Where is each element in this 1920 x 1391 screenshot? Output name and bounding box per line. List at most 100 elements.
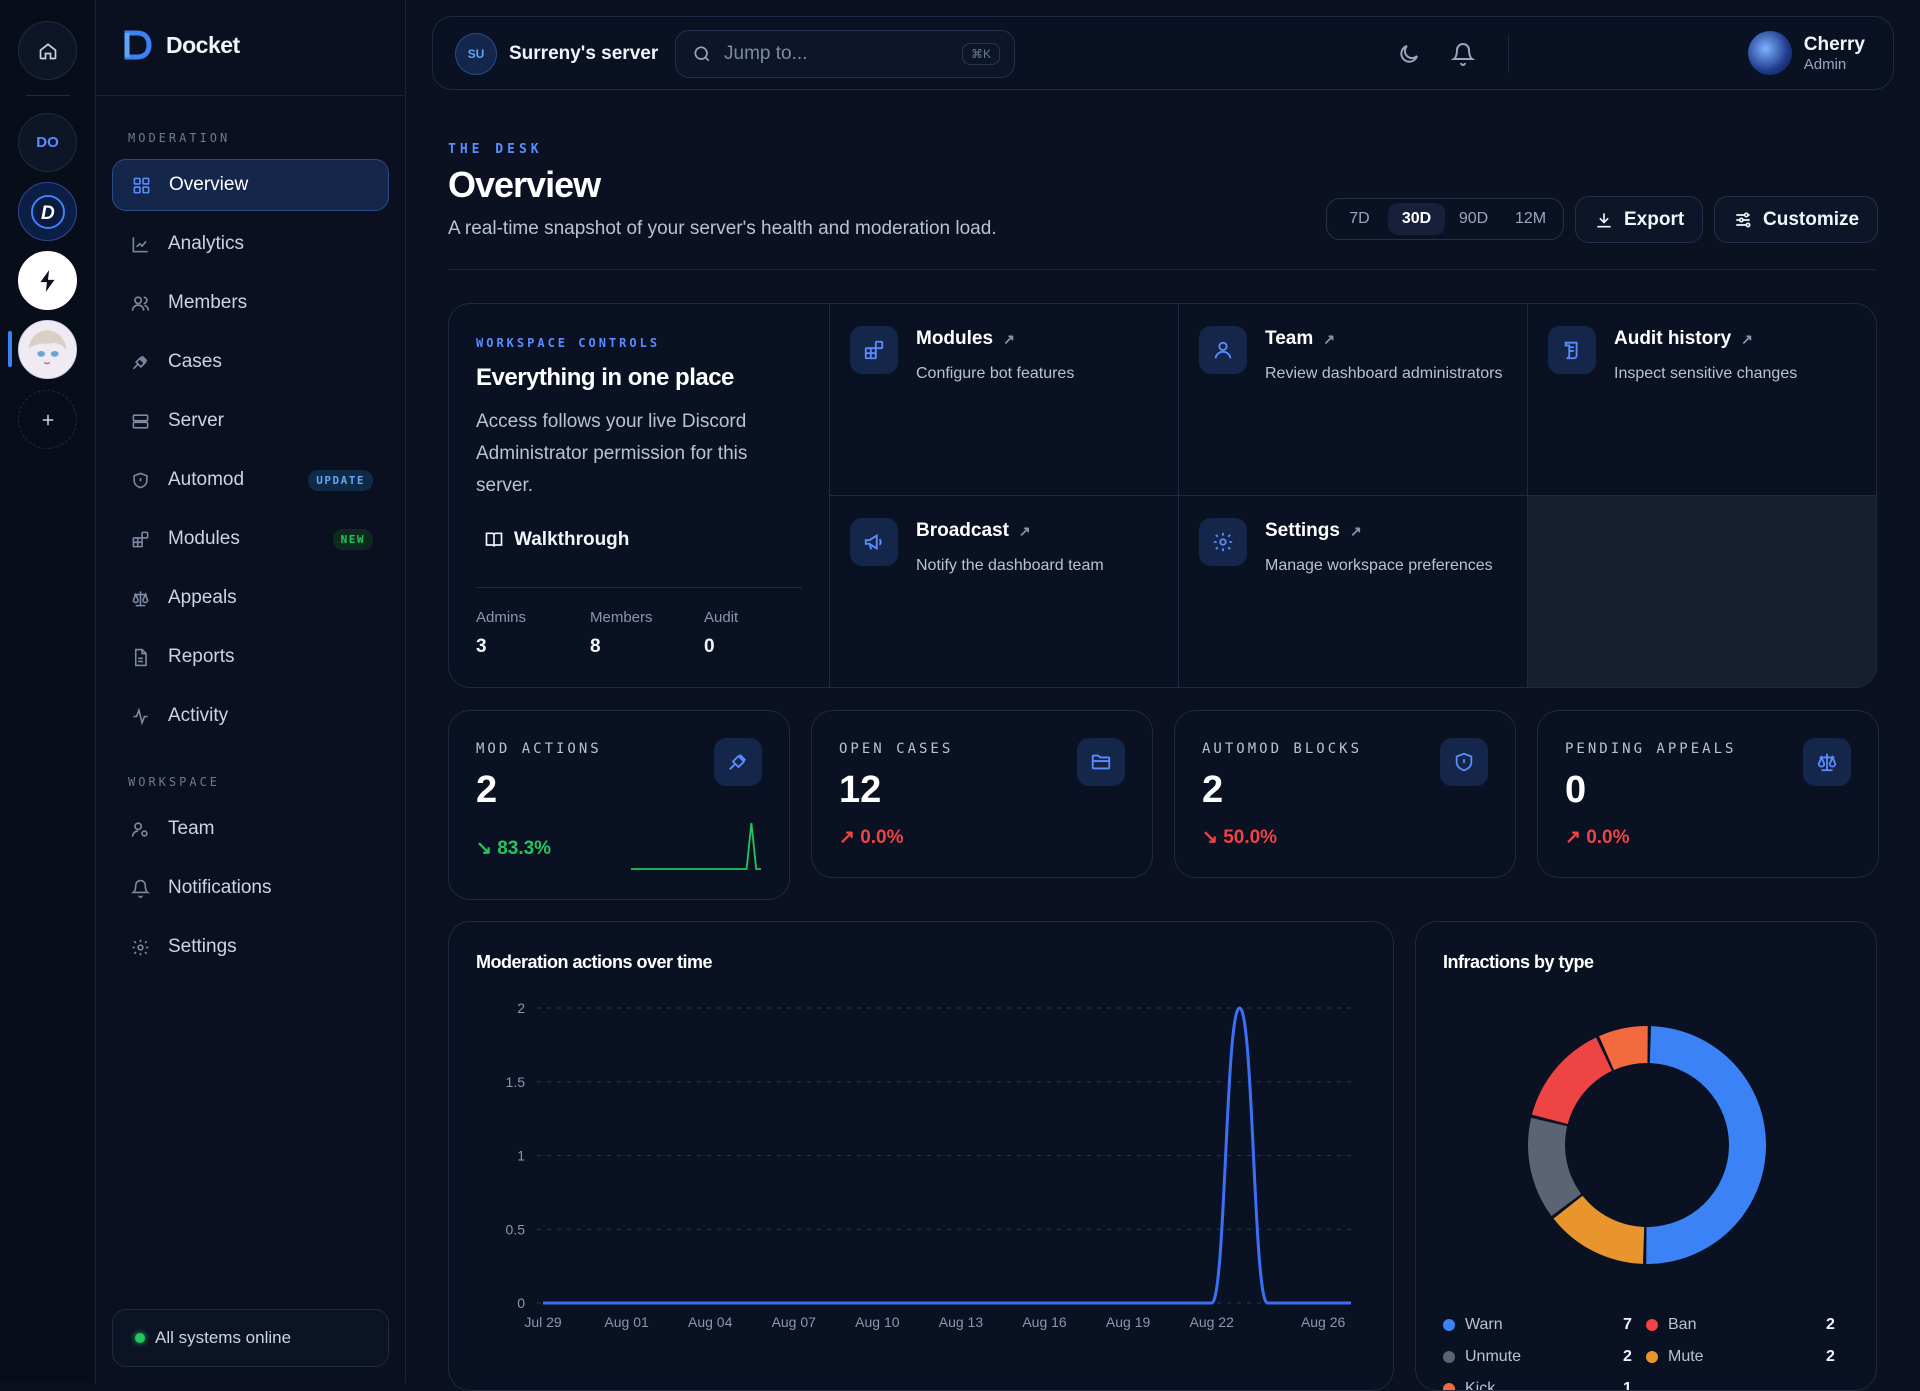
server-rail: DO D — [0, 0, 96, 1383]
search-input[interactable]: Jump to... ⌘K — [675, 30, 1015, 78]
export-button[interactable]: Export — [1575, 196, 1704, 243]
legend-value: 2 — [1623, 1348, 1632, 1365]
sidebar-item-analytics[interactable]: Analytics — [112, 218, 389, 270]
y-tick-label: 0.5 — [506, 1221, 526, 1237]
system-status: All systems online — [112, 1309, 389, 1367]
download-icon — [1597, 212, 1611, 227]
donut-chart — [1528, 1026, 1767, 1264]
modules-icon — [130, 529, 150, 549]
shield-icon — [130, 470, 150, 490]
kpi-card-mod-actions[interactable]: MOD ACTIONS 2 ↘ 83.3% — [448, 710, 790, 900]
docket-logo-icon — [124, 30, 152, 60]
chart-title: Moderation actions over time — [476, 952, 713, 972]
tile-settings[interactable]: Settings ↗ Manage workspace preferences — [1179, 496, 1528, 687]
theme-toggle-button[interactable] — [1397, 42, 1421, 66]
kpi-delta: ↗ 0.0% — [1565, 827, 1630, 848]
donut-slice-kick — [1599, 1026, 1648, 1070]
sidebar-item-label: Server — [168, 410, 224, 431]
sidebar-item-reports[interactable]: Reports — [112, 631, 389, 683]
plus-icon — [42, 414, 53, 425]
home-button[interactable] — [18, 21, 77, 80]
tile-team[interactable]: Team ↗ Review dashboard administrators — [1179, 304, 1528, 496]
sidebar: Docket MODERATION Overview Analytics Mem… — [96, 0, 406, 1383]
y-tick-label: 0 — [517, 1295, 525, 1311]
stat-admins: Admins 3 — [476, 609, 527, 657]
scale-icon — [1803, 738, 1851, 786]
infractions-card: Infractions by type Warn 7 Ban 2 Unmute 2 Mute… — [1415, 921, 1877, 1391]
sidebar-item-appeals[interactable]: Appeals — [112, 572, 389, 624]
kpi-card-automod-blocks[interactable]: AUTOMOD BLOCKS 2 ↘ 50.0% — [1174, 710, 1516, 878]
notifications-button[interactable] — [1451, 42, 1475, 66]
sidebar-item-modules[interactable]: Modules NEW — [112, 513, 389, 565]
sidebar-item-activity[interactable]: Activity — [112, 690, 389, 742]
moderation-chart-card: Moderation actions over time 2 1.5 1 0.5 0 Ju… — [448, 921, 1394, 1391]
workspace-title: Everything in one place — [476, 364, 734, 391]
page-eyebrow: THE DESK — [448, 142, 543, 157]
sidebar-item-automod[interactable]: Automod UPDATE — [112, 454, 389, 506]
sidebar-item-overview[interactable]: Overview — [112, 159, 389, 211]
server-icon-bolt[interactable] — [18, 251, 77, 310]
donut-slice-ban — [1531, 1037, 1612, 1125]
legend-swatch — [1443, 1351, 1455, 1363]
topbar: SU Surreny's server Jump to... ⌘K Cherry… — [432, 16, 1894, 90]
tile-audit-history[interactable]: Audit history ↗ Inspect sensitive changes — [1528, 304, 1876, 496]
server-icon-anime[interactable] — [18, 320, 77, 379]
search-placeholder: Jump to... — [724, 43, 808, 64]
moderation-section-label: MODERATION — [128, 131, 231, 145]
range-option-30d[interactable]: 30D — [1388, 203, 1445, 235]
range-option-12m[interactable]: 12M — [1514, 210, 1547, 227]
sidebar-item-label: Automod — [168, 469, 245, 490]
range-option-90d[interactable]: 90D — [1458, 210, 1489, 227]
workspace-divider — [476, 587, 802, 588]
workspace-section-label: WORKSPACE — [128, 775, 221, 789]
sidebar-item-label: Activity — [168, 705, 229, 726]
tile-broadcast[interactable]: Broadcast ↗ Notify the dashboard team — [830, 496, 1179, 687]
legend-label: Unmute — [1465, 1348, 1522, 1365]
sidebar-item-cases[interactable]: Cases — [112, 336, 389, 388]
server-name[interactable]: Surreny's server — [509, 43, 659, 64]
moon-icon — [1400, 45, 1418, 63]
page-subtitle: A real-time snapshot of your server's he… — [448, 218, 997, 239]
walkthrough-button[interactable]: Walkthrough — [484, 529, 629, 551]
legend-swatch — [1646, 1319, 1658, 1331]
workspace-eyebrow: WORKSPACE CONTROLS — [476, 336, 661, 350]
add-server-button[interactable] — [18, 390, 77, 449]
sparkline — [631, 822, 761, 870]
x-tick-label: Aug 07 — [772, 1314, 817, 1330]
legend-item: Ban — [1646, 1316, 1696, 1334]
gavel-icon — [130, 352, 150, 372]
x-tick-label: Aug 26 — [1301, 1314, 1346, 1330]
bell-icon — [130, 878, 150, 898]
kpi-card-pending-appeals[interactable]: PENDING APPEALS 0 ↗ 0.0% — [1537, 710, 1879, 878]
legend-value: 2 — [1826, 1348, 1835, 1365]
legend-label: Ban — [1668, 1316, 1697, 1333]
sparkline-path — [631, 822, 761, 870]
range-option-7d[interactable]: 7D — [1349, 210, 1370, 227]
server-icon — [130, 411, 150, 431]
server-icon-do[interactable]: DO — [18, 113, 77, 172]
arrow-up-right-icon: ↗ — [1003, 330, 1015, 347]
arrow-up-right-icon: ↗ — [1018, 522, 1031, 539]
customize-button[interactable]: Customize — [1714, 196, 1879, 243]
kpi-card-open-cases[interactable]: OPEN CASES 12 ↗ 0.0% — [811, 710, 1153, 878]
x-tick-label: Aug 22 — [1190, 1314, 1235, 1330]
tile-modules[interactable]: Modules ↗ Configure bot features — [830, 304, 1179, 496]
shield-icon — [1440, 738, 1488, 786]
server-icon-docket[interactable]: D — [18, 182, 77, 241]
sidebar-item-notifications[interactable]: Notifications — [112, 862, 389, 914]
sidebar-item-settings[interactable]: Settings — [112, 921, 389, 973]
sidebar-item-team[interactable]: Team — [112, 803, 389, 855]
sidebar-item-server[interactable]: Server — [112, 395, 389, 447]
scale-icon — [130, 588, 150, 608]
docket-server-icon: D — [30, 194, 65, 229]
range-selector: 7D 30D 90D 12M — [1326, 198, 1564, 240]
sidebar-item-members[interactable]: Members — [112, 277, 389, 329]
status-text: All systems online — [155, 1328, 292, 1347]
bolt-icon — [39, 269, 54, 292]
user-menu[interactable]: Cherry Admin — [1747, 31, 1865, 75]
server-avatar[interactable]: SU — [455, 33, 497, 75]
brand[interactable]: Docket — [124, 30, 240, 60]
svg-text:D: D — [41, 203, 55, 224]
donut-slice-warn — [1646, 1026, 1767, 1264]
series-line — [543, 1006, 1351, 1305]
